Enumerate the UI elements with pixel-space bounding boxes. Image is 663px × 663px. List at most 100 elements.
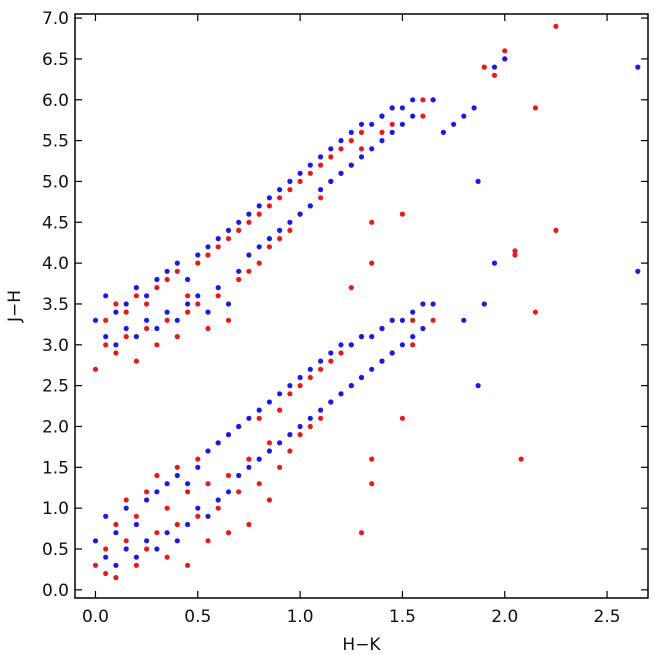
y-tick-label: 5.5	[42, 132, 69, 152]
data-point	[225, 530, 232, 536]
data-point	[399, 317, 405, 323]
data-point	[266, 448, 272, 454]
data-point	[92, 317, 99, 323]
data-point	[133, 513, 139, 519]
data-point	[297, 170, 303, 176]
data-point	[358, 530, 365, 536]
data-point	[195, 252, 201, 258]
data-point	[215, 505, 221, 511]
data-point	[103, 570, 109, 577]
data-point	[338, 146, 344, 152]
data-point	[103, 546, 109, 552]
data-point	[256, 244, 262, 250]
data-point	[123, 538, 129, 544]
data-point	[195, 505, 201, 511]
data-point	[502, 56, 508, 62]
data-point	[256, 260, 262, 266]
data-points	[92, 23, 641, 581]
data-point	[358, 334, 365, 340]
data-point	[266, 497, 272, 503]
y-tick-label: 0.5	[42, 540, 69, 560]
data-point	[491, 72, 498, 78]
data-point	[532, 309, 539, 315]
data-point	[154, 546, 160, 552]
data-point	[635, 268, 641, 274]
data-point	[164, 276, 170, 283]
data-point	[297, 383, 303, 389]
data-point	[338, 342, 344, 348]
data-point	[348, 129, 354, 135]
data-point	[379, 129, 385, 135]
data-point	[266, 203, 272, 209]
data-point	[225, 227, 232, 233]
data-point	[205, 309, 211, 315]
data-point	[461, 113, 467, 119]
y-tick-label: 3.0	[42, 336, 69, 356]
y-tick-label: 2.0	[42, 417, 69, 437]
data-point	[154, 325, 160, 332]
data-point	[123, 301, 129, 307]
data-point	[369, 121, 375, 127]
data-point	[277, 236, 283, 242]
data-point	[246, 415, 252, 421]
data-point	[123, 546, 129, 552]
data-point	[277, 391, 283, 397]
data-point	[215, 293, 221, 299]
data-point	[475, 178, 481, 184]
y-tick-label: 6.5	[42, 50, 69, 70]
data-point	[410, 113, 416, 119]
data-point	[246, 268, 252, 274]
data-point	[410, 342, 416, 348]
data-point	[491, 260, 498, 266]
data-point	[318, 366, 324, 372]
data-point	[144, 546, 150, 552]
data-point	[133, 521, 139, 528]
data-point	[113, 350, 119, 356]
data-point	[154, 276, 160, 283]
x-tick-label: 0.0	[82, 607, 109, 627]
data-point	[389, 105, 395, 111]
data-point	[133, 293, 139, 299]
data-point	[215, 244, 221, 250]
data-point	[338, 170, 344, 176]
data-point	[185, 276, 191, 283]
data-point	[307, 203, 313, 209]
data-point	[318, 415, 324, 421]
data-point	[103, 342, 109, 348]
x-tick-label: 1.5	[389, 607, 416, 627]
data-point	[410, 309, 416, 315]
data-point	[358, 374, 365, 381]
data-point	[491, 64, 498, 70]
data-point	[307, 366, 313, 372]
data-point	[287, 227, 293, 233]
data-point	[123, 497, 129, 503]
data-point	[236, 423, 242, 430]
data-point	[144, 325, 150, 332]
data-point	[358, 146, 365, 152]
data-point	[410, 334, 416, 340]
plot-frame	[74, 13, 649, 599]
data-point	[338, 350, 344, 356]
data-point	[185, 481, 191, 487]
data-point	[369, 366, 375, 372]
data-point	[502, 48, 508, 54]
y-tick-label: 1.0	[42, 499, 69, 519]
data-point	[164, 317, 170, 323]
data-point	[338, 391, 344, 397]
data-point	[256, 481, 262, 487]
data-point	[246, 464, 252, 470]
data-point	[205, 244, 211, 250]
data-point	[236, 219, 242, 225]
data-point	[451, 121, 457, 127]
data-point	[389, 121, 395, 127]
data-point	[389, 317, 395, 323]
y-tick-label: 4.0	[42, 254, 69, 274]
data-point	[399, 415, 405, 421]
data-point	[328, 146, 334, 152]
x-axis-label: H−K	[342, 635, 381, 655]
data-point	[144, 317, 150, 323]
data-point	[123, 309, 129, 315]
data-point	[164, 530, 170, 536]
data-point	[338, 138, 344, 144]
data-point	[318, 162, 324, 168]
